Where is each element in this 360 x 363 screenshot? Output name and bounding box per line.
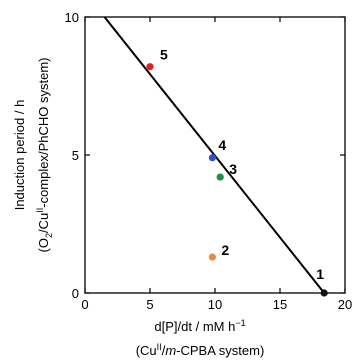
x-tick-label: 20 — [338, 297, 352, 312]
x-tick-label: 10 — [208, 297, 222, 312]
x-tick-label: 5 — [146, 297, 153, 312]
point-label-4: 4 — [218, 137, 226, 153]
x-tick-label: 15 — [273, 297, 287, 312]
x-axis-title-line1: d[P]/dt / mM h−1 — [154, 318, 245, 334]
point-label-5: 5 — [160, 47, 168, 63]
y-axis-title-line1: Induction period / h — [12, 100, 27, 211]
y-title2-mid: /Cu — [36, 213, 51, 233]
data-point-3 — [216, 173, 224, 181]
data-point-1 — [320, 289, 328, 297]
y-title2-sup: II — [35, 208, 45, 213]
y-tick-label: 5 — [72, 148, 79, 163]
x-title2-close: -CPBA system) — [176, 343, 264, 358]
data-point-2 — [208, 253, 216, 261]
y-title2-open: (O — [36, 238, 51, 252]
data-points — [146, 63, 328, 297]
point-label-1: 1 — [316, 266, 324, 282]
y-axis-title-line2: (O2/CuII-complex/PhCHO system) — [35, 58, 54, 253]
x-tick-label: 0 — [81, 297, 88, 312]
y-title2-sub: 2 — [44, 233, 54, 238]
x-axis-title-line2: (CuII/m-CPBA system) — [136, 342, 265, 358]
x-title2-open: (Cu — [136, 343, 157, 358]
point-label-3: 3 — [229, 161, 237, 177]
x-axis-title-superscript: −1 — [235, 318, 245, 328]
x-title2-sup: II — [157, 342, 162, 352]
x-axis-title-text: d[P]/dt / mM h — [154, 319, 235, 334]
y-tick-label: 10 — [65, 10, 79, 25]
y-title2-close: -complex/PhCHO system) — [36, 58, 51, 208]
x-title2-mid: / — [162, 343, 166, 358]
point-labels: 1 2 34 5 — [160, 47, 324, 282]
y-tick-label: 0 — [72, 286, 79, 301]
data-point-5 — [146, 63, 154, 71]
x-title2-italic: m — [165, 343, 176, 358]
data-point-4 — [208, 154, 216, 162]
point-label-2: 2 — [221, 242, 229, 258]
